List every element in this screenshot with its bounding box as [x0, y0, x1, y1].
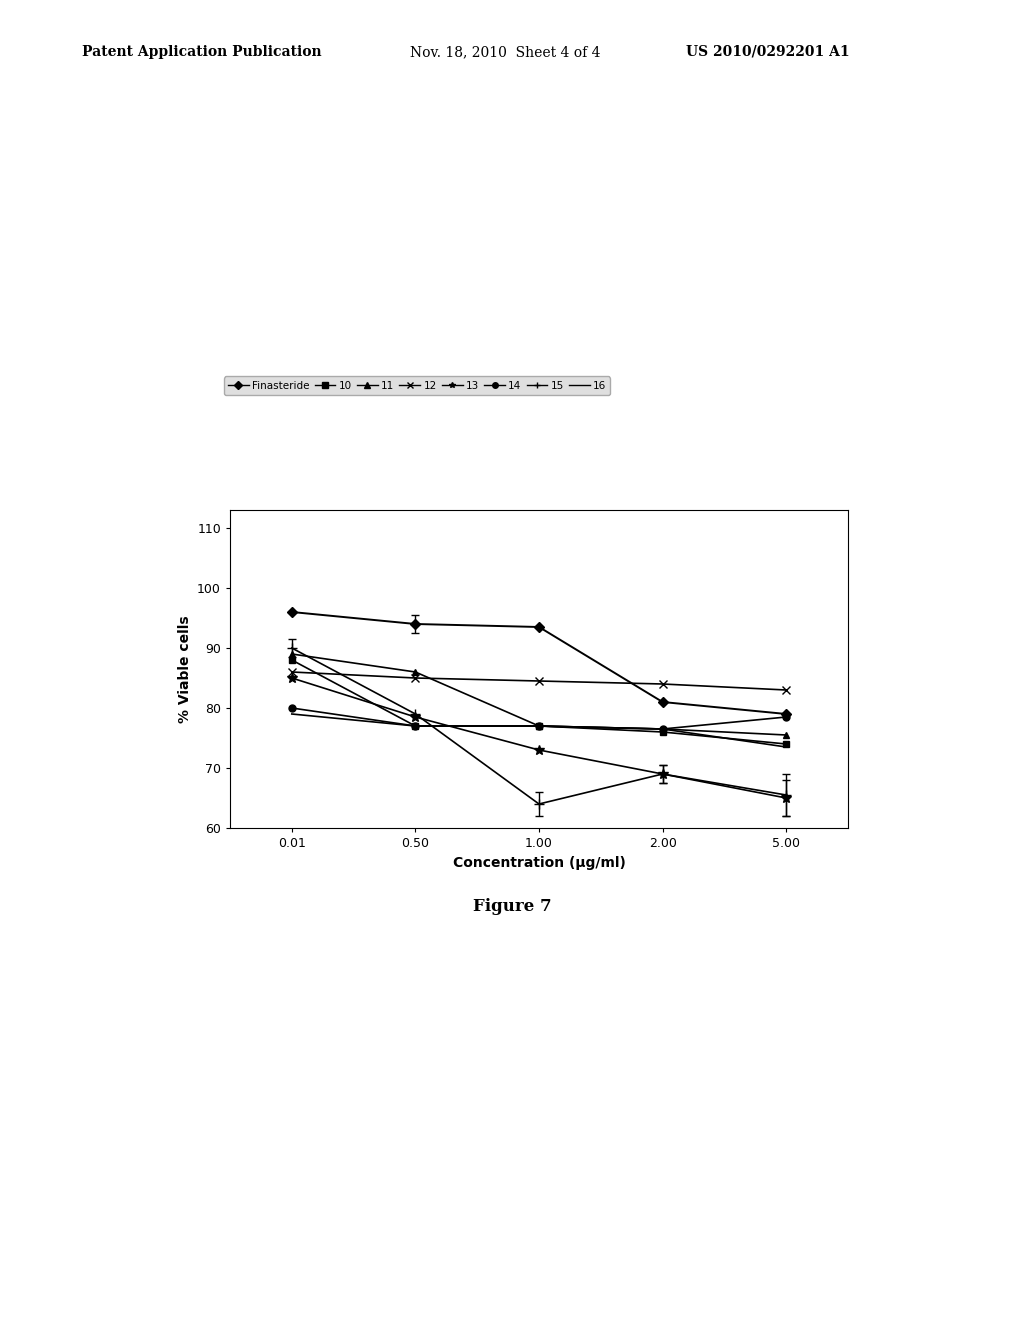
- X-axis label: Concentration (μg/ml): Concentration (μg/ml): [453, 855, 626, 870]
- Y-axis label: % Viable cells: % Viable cells: [177, 615, 191, 723]
- Legend: Finasteride, 10, 11, 12, 13, 14, 15, 16: Finasteride, 10, 11, 12, 13, 14, 15, 16: [224, 376, 610, 395]
- Text: Figure 7: Figure 7: [473, 898, 551, 915]
- Text: Nov. 18, 2010  Sheet 4 of 4: Nov. 18, 2010 Sheet 4 of 4: [410, 45, 600, 59]
- Text: US 2010/0292201 A1: US 2010/0292201 A1: [686, 45, 850, 59]
- Text: Patent Application Publication: Patent Application Publication: [82, 45, 322, 59]
